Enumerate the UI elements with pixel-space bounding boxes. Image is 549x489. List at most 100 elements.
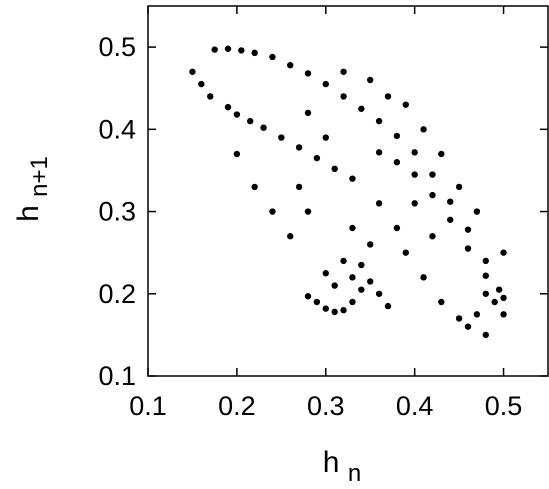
data-point: [464, 323, 472, 330]
data-point: [402, 249, 409, 256]
data-point: [393, 159, 401, 166]
data-point: [349, 274, 356, 281]
data-point: [322, 270, 329, 277]
data-point: [322, 80, 329, 88]
data-point: [224, 45, 232, 52]
data-point: [304, 208, 312, 215]
data-point: [455, 183, 463, 191]
data-point: [393, 132, 401, 140]
data-point: [411, 200, 418, 207]
data-point: [322, 134, 329, 141]
data-point: [402, 101, 409, 108]
data-point: [482, 257, 489, 265]
data-point: [420, 274, 427, 281]
data-point: [269, 53, 276, 61]
data-point: [349, 298, 356, 306]
y-tick-label: 0.4: [98, 114, 136, 144]
plot-frame: [147, 5, 549, 377]
x-axis-ticks: 0.1 0.2 0.3 0.4 0.5: [129, 6, 522, 421]
y-tick-label: 0.1: [98, 361, 136, 391]
data-point: [375, 200, 383, 207]
data-point: [482, 290, 489, 297]
data-point: [464, 245, 472, 252]
data-point: [438, 298, 445, 306]
data-point: [447, 216, 454, 223]
y-tick-label: 0.2: [98, 279, 136, 309]
data-point: [331, 165, 338, 172]
x-axis-label: h n: [323, 446, 361, 487]
y-axis-label-main: h: [12, 205, 45, 222]
data-point: [331, 282, 338, 289]
data-points: [189, 45, 507, 339]
data-point: [420, 126, 427, 133]
data-point: [340, 68, 347, 75]
data-point: [429, 191, 436, 199]
data-point: [358, 105, 365, 112]
data-point: [198, 80, 205, 88]
data-point: [429, 171, 436, 178]
data-point: [331, 308, 338, 316]
data-point: [358, 286, 365, 293]
data-point: [224, 103, 232, 111]
data-point: [464, 226, 472, 233]
data-point: [340, 307, 347, 314]
data-point: [358, 261, 365, 269]
data-point: [500, 311, 507, 318]
data-point: [500, 294, 507, 302]
data-point: [313, 154, 321, 162]
y-axis-label-subscript: n+1: [26, 156, 53, 197]
data-point: [500, 249, 507, 256]
data-point: [482, 331, 489, 339]
data-point: [349, 224, 356, 232]
data-point: [304, 293, 312, 300]
data-point: [482, 272, 489, 279]
data-point: [375, 117, 383, 125]
data-point: [207, 93, 214, 100]
data-point: [367, 278, 374, 285]
data-point: [304, 70, 312, 77]
data-point: [411, 171, 418, 178]
data-point: [411, 149, 418, 156]
data-point: [211, 46, 218, 53]
data-point: [438, 150, 445, 158]
x-tick-label: 0.1: [129, 391, 167, 421]
data-point: [287, 233, 294, 240]
data-point: [340, 257, 347, 265]
data-point: [295, 183, 303, 191]
data-point: [495, 286, 503, 293]
data-point: [322, 305, 329, 312]
data-point: [304, 109, 312, 117]
data-point: [384, 93, 392, 100]
data-point: [473, 208, 481, 215]
data-point: [247, 117, 254, 125]
data-point: [349, 175, 356, 182]
x-axis-label-main: h: [323, 446, 340, 479]
data-point: [260, 124, 267, 131]
x-tick-label: 0.5: [485, 391, 523, 421]
data-point: [295, 144, 303, 151]
data-point: [367, 76, 374, 84]
x-tick-label: 0.3: [307, 391, 345, 421]
data-point: [367, 241, 374, 248]
data-point: [251, 49, 258, 57]
data-point: [455, 315, 463, 322]
x-tick-label: 0.4: [396, 391, 434, 421]
data-point: [447, 198, 454, 205]
data-point: [233, 150, 241, 158]
data-point: [393, 224, 401, 232]
data-point: [238, 47, 245, 54]
y-axis-ticks: 0.1 0.2 0.3 0.4 0.5: [98, 32, 548, 391]
data-point: [313, 298, 321, 306]
data-point: [233, 111, 241, 118]
data-point: [491, 298, 498, 306]
data-point: [287, 61, 294, 69]
data-point: [251, 183, 258, 191]
y-tick-label: 0.3: [98, 197, 136, 227]
data-point: [384, 302, 392, 310]
x-axis-label-subscript: n: [348, 460, 361, 487]
data-point: [473, 311, 481, 318]
data-point: [340, 93, 347, 100]
data-point: [189, 68, 196, 75]
